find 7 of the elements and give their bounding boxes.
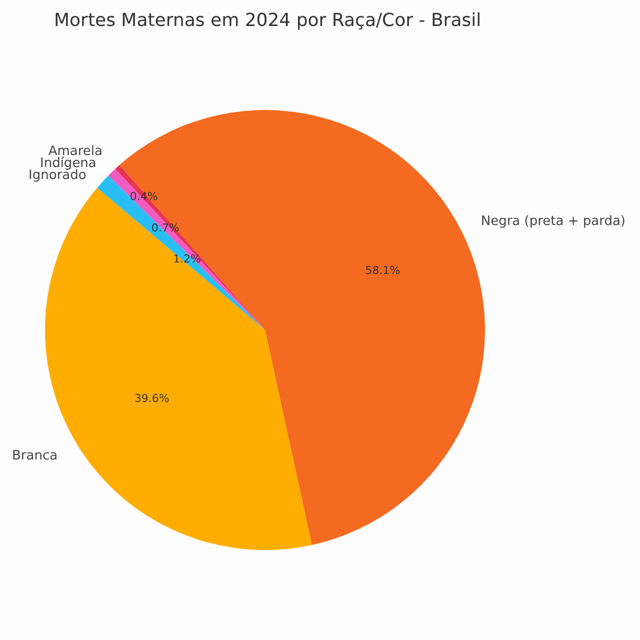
data-label: 1.2%	[173, 252, 202, 266]
slice-label: Branca	[12, 448, 58, 464]
data-label: 39.6%	[134, 392, 170, 405]
chart-title: Mortes Maternas em 2024 por Raça/Cor - Brasil	[54, 10, 482, 31]
slice-label: Negra (preta + parda)	[480, 214, 626, 230]
data-label: 0.7%	[151, 221, 180, 234]
data-label: 58.1%	[365, 264, 400, 278]
